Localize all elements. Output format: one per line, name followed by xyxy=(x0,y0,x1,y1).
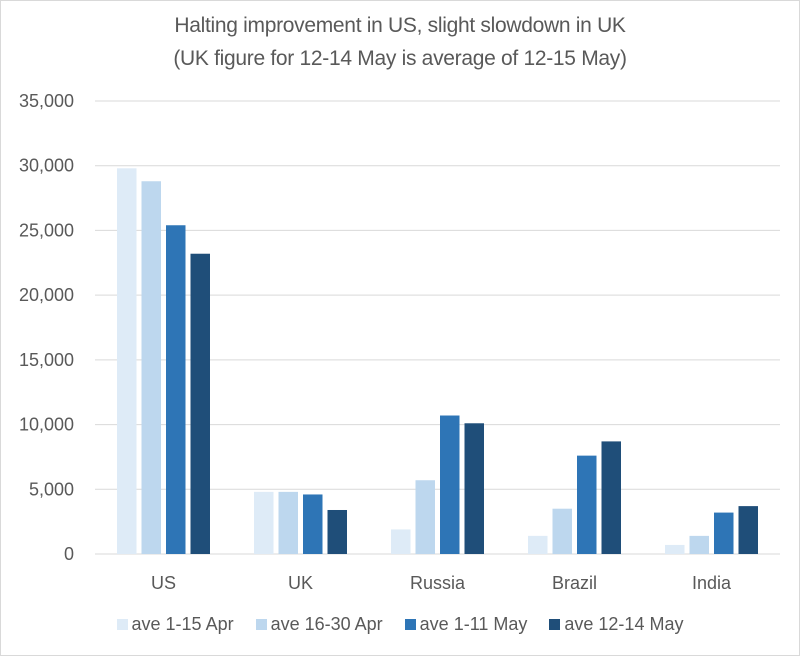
chart-title: Halting improvement in US, slight slowdo… xyxy=(174,14,626,37)
legend-swatch xyxy=(116,619,128,630)
bar-brazil-series-1 xyxy=(528,535,548,554)
y-tick-label: 20,000 xyxy=(19,285,74,305)
bar-russia-series-4 xyxy=(464,423,484,554)
legend: ave 1-15 Apr ave 16-30 Apr ave 1-11 May ave… xyxy=(0,614,800,635)
bar-russia-series-1 xyxy=(391,529,411,554)
bar-uk-series-4 xyxy=(327,509,347,554)
bar-russia-series-2 xyxy=(415,480,435,554)
bar-india-series-4 xyxy=(738,506,758,554)
x-tick-label: US xyxy=(151,573,176,593)
bar-india-series-1 xyxy=(665,544,685,554)
bar-uk-series-3 xyxy=(303,494,323,554)
legend-swatch xyxy=(549,619,561,630)
bar-india-series-3 xyxy=(714,512,734,554)
y-tick-label: 5,000 xyxy=(29,479,74,499)
legend-swatch xyxy=(404,619,416,630)
bar-us-series-4 xyxy=(190,253,210,554)
x-tick-label: India xyxy=(692,573,732,593)
bar-us-series-1 xyxy=(117,168,137,554)
bar-brazil-series-4 xyxy=(601,441,621,554)
bar-india-series-2 xyxy=(689,535,709,554)
legend-item: ave 16-30 Apr xyxy=(255,614,383,635)
y-tick-label: 0 xyxy=(64,544,74,564)
legend-item: ave 1-11 May xyxy=(404,614,528,635)
bars xyxy=(117,168,758,554)
y-tick-label: 10,000 xyxy=(19,415,74,435)
x-tick-label: UK xyxy=(288,573,313,593)
bar-brazil-series-2 xyxy=(552,508,572,554)
x-tick-label: Russia xyxy=(410,573,466,593)
legend-item: ave 12-14 May xyxy=(549,614,683,635)
legend-label: ave 1-11 May xyxy=(419,614,528,634)
y-tick-label: 15,000 xyxy=(19,350,74,370)
legend-label: ave 16-30 Apr xyxy=(270,614,383,634)
legend-label: ave 1-15 Apr xyxy=(131,614,234,634)
x-tick-label: Brazil xyxy=(552,573,597,593)
legend-label: ave 12-14 May xyxy=(564,614,684,634)
chart-subtitle: (UK figure for 12-14 May is average of 1… xyxy=(173,47,627,70)
bar-uk-series-1 xyxy=(254,491,274,554)
y-tick-label: 30,000 xyxy=(19,156,74,176)
bar-brazil-series-3 xyxy=(577,455,597,554)
y-axis: 0 5,000 10,000 15,000 20,000 25,000 30,000 35,0… xyxy=(19,91,74,564)
bar-us-series-3 xyxy=(166,225,186,554)
legend-swatch xyxy=(255,619,267,630)
bar-uk-series-2 xyxy=(278,491,298,554)
bar-us-series-2 xyxy=(141,181,161,554)
y-tick-label: 35,000 xyxy=(19,91,74,111)
x-axis: US UK Russia Brazil India xyxy=(151,573,732,593)
legend-item: ave 1-15 Apr xyxy=(116,614,234,635)
y-tick-label: 25,000 xyxy=(19,220,74,240)
bar-russia-series-3 xyxy=(440,415,460,554)
